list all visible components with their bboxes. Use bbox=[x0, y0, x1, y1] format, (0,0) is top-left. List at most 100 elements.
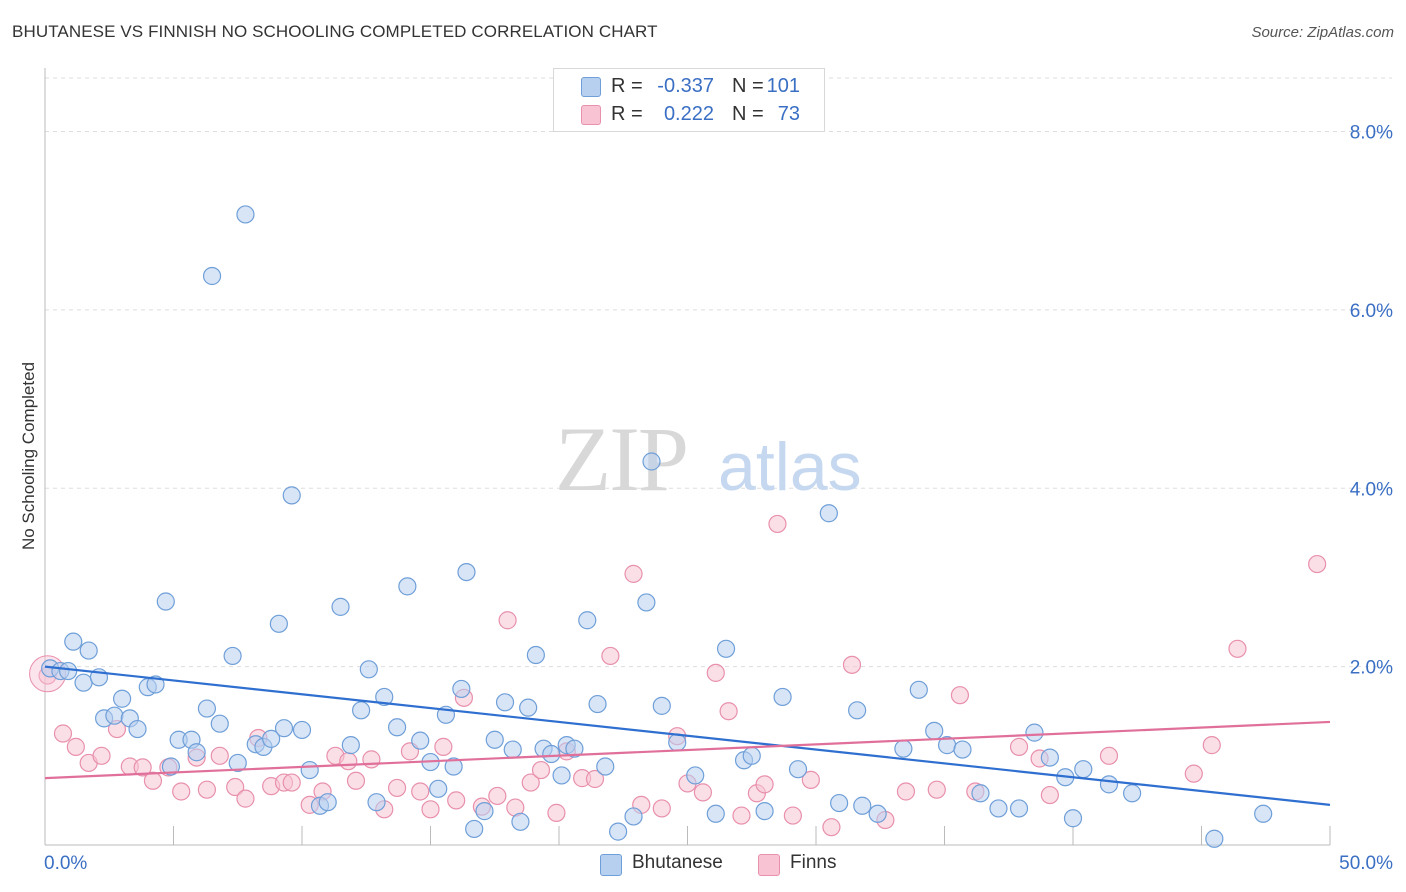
bhutanese-point bbox=[269, 614, 288, 633]
r-value: 0.222 bbox=[663, 103, 714, 125]
bhutanese-point bbox=[359, 660, 378, 679]
bhutanese-point bbox=[74, 673, 93, 692]
bhutanese-point bbox=[925, 721, 944, 740]
finns-point bbox=[842, 655, 862, 674]
bhutanese-point bbox=[292, 720, 312, 740]
bhutanese-point bbox=[457, 562, 476, 582]
finns-point bbox=[521, 773, 540, 792]
finns-point bbox=[1228, 639, 1247, 658]
finns-legend-swatch bbox=[758, 854, 780, 876]
bhutanese-point bbox=[375, 687, 394, 707]
finns-point bbox=[1202, 736, 1221, 755]
source-label: Source: ZipAtlas.com bbox=[1251, 24, 1394, 41]
bhutanese-point bbox=[637, 593, 656, 612]
bhutanese-point bbox=[398, 577, 417, 596]
axes bbox=[44, 68, 1331, 846]
finns-point bbox=[66, 737, 85, 756]
bhutanese-points bbox=[41, 205, 1273, 848]
finns-point bbox=[719, 702, 738, 721]
tick-labels: 2.0% 4.0% 6.0% 8.0% 0.0% 50.0% bbox=[44, 123, 1393, 874]
finns-point bbox=[585, 769, 605, 789]
bhutanese-point bbox=[236, 205, 255, 224]
finns-point bbox=[362, 750, 381, 769]
bhutanese-point bbox=[989, 799, 1008, 818]
finns-point bbox=[755, 775, 774, 794]
bhutanese-point bbox=[773, 687, 792, 707]
finns-point bbox=[950, 686, 970, 705]
finns-point bbox=[197, 780, 217, 799]
finns-point bbox=[143, 771, 163, 790]
finns-point bbox=[1184, 764, 1203, 783]
n-label: N = bbox=[732, 75, 764, 97]
bhutanese-point bbox=[262, 729, 281, 748]
bhutanese-swatch bbox=[581, 77, 601, 97]
bhutanese-trend-line bbox=[44, 665, 1331, 806]
bhutanese-legend-label: Bhutanese bbox=[632, 852, 723, 873]
bhutanese-point bbox=[853, 796, 872, 815]
finns-point bbox=[624, 564, 643, 583]
legend-row-finns: R = 0.222 N = 73 bbox=[554, 101, 824, 127]
bhutanese-point bbox=[788, 760, 808, 779]
finns-point bbox=[531, 760, 551, 780]
finns-legend-label: Finns bbox=[790, 852, 837, 873]
bhutanese-point bbox=[341, 736, 360, 755]
finns-point bbox=[768, 514, 787, 534]
bhutanese-point bbox=[495, 693, 515, 712]
n-value: 73 bbox=[777, 103, 800, 125]
bhutanese-point bbox=[819, 504, 838, 523]
y-tick-label: 4.0% bbox=[1350, 479, 1393, 500]
bhutanese-point bbox=[465, 819, 484, 839]
finns-point bbox=[53, 724, 73, 743]
bhutanese-point bbox=[830, 793, 849, 813]
finns-point bbox=[210, 746, 229, 765]
finns-point bbox=[783, 806, 802, 825]
bhutanese-point bbox=[868, 804, 887, 823]
bhutanese-point bbox=[596, 757, 615, 776]
watermark-zip: ZIP bbox=[555, 408, 687, 510]
y-axis-label: No Schooling Completed bbox=[19, 362, 38, 550]
bhutanese-point bbox=[565, 739, 584, 758]
bhutanese-point bbox=[742, 746, 761, 765]
bhutanese-point bbox=[1099, 775, 1119, 794]
bhutanese-point bbox=[1025, 723, 1044, 742]
finns-point bbox=[172, 782, 191, 801]
bhutanese-point bbox=[686, 766, 705, 785]
bhutanese-point bbox=[146, 675, 165, 694]
bhutanese-point bbox=[1009, 799, 1029, 818]
bhutanese-point bbox=[429, 779, 448, 798]
finns-point bbox=[1040, 785, 1059, 805]
r-label: R = bbox=[611, 103, 643, 125]
bhutanese-point bbox=[156, 592, 175, 611]
n-label: N = bbox=[732, 103, 764, 125]
bhutanese-point bbox=[112, 689, 132, 708]
bhutanese-point bbox=[668, 733, 687, 752]
finns-point bbox=[498, 611, 517, 630]
bhutanese-point bbox=[642, 452, 661, 471]
stats-legend: R = -0.337 N = 101 R = 0.222 N = 73 bbox=[553, 68, 825, 132]
bhutanese-point bbox=[652, 696, 671, 715]
trend-lines bbox=[44, 665, 1331, 806]
bhutanese-point bbox=[909, 680, 928, 699]
bhutanese-point bbox=[588, 694, 607, 714]
bhutanese-point bbox=[1123, 784, 1142, 803]
finns-point bbox=[1308, 554, 1327, 574]
finns-point bbox=[652, 799, 671, 818]
finns-point bbox=[1099, 746, 1119, 765]
finns-point bbox=[447, 791, 466, 810]
bhutanese-point bbox=[848, 701, 867, 720]
bhutanese-point bbox=[187, 743, 206, 762]
bhutanese-point bbox=[578, 611, 597, 630]
finns-point bbox=[801, 770, 820, 789]
bhutanese-point bbox=[202, 266, 222, 286]
r-label: R = bbox=[611, 75, 643, 97]
finns-swatch bbox=[581, 105, 601, 125]
bhutanese-point bbox=[197, 699, 217, 718]
bhutanese-point bbox=[716, 639, 736, 658]
finns-point bbox=[346, 771, 366, 790]
bhutanese-point bbox=[444, 757, 463, 776]
bhutanese-point bbox=[367, 793, 386, 812]
x-tick-label-max: 50.0% bbox=[1339, 853, 1393, 874]
bhutanese-point bbox=[274, 719, 294, 738]
bhutanese-point bbox=[1063, 809, 1083, 828]
